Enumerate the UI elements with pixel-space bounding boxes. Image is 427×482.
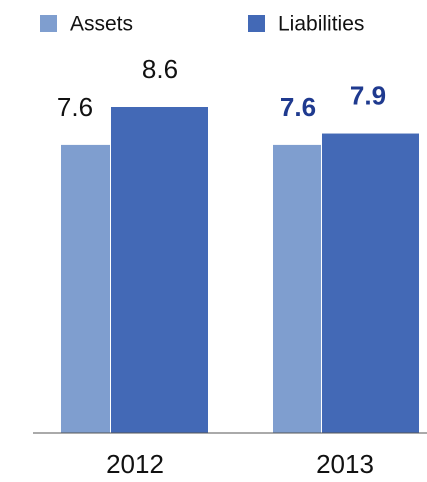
bar [273, 144, 321, 433]
bar [111, 107, 208, 433]
data-label: 8.6 [142, 54, 178, 84]
legend-swatch [248, 15, 265, 32]
bar [61, 144, 110, 433]
data-label: 7.6 [280, 92, 316, 122]
x-tick-label: 2013 [316, 449, 374, 479]
x-tick-label: 2012 [106, 449, 164, 479]
legend-label: Liabilities [278, 13, 364, 36]
data-label: 7.9 [350, 80, 386, 110]
legend-swatch [40, 15, 57, 32]
legend-label: Assets [70, 13, 133, 36]
bar [322, 133, 419, 433]
data-label: 7.6 [57, 92, 93, 122]
